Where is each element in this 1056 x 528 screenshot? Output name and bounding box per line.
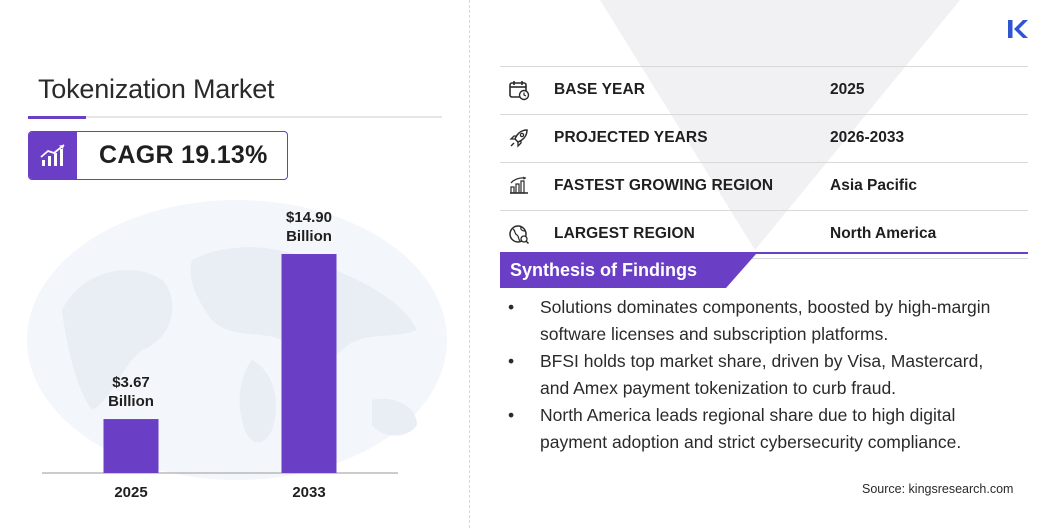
x-tick-label: 2033	[292, 484, 325, 501]
rocket-icon	[509, 129, 528, 148]
title-underline-accent	[28, 116, 86, 119]
growth-chart-icon	[29, 132, 77, 179]
row-value: Asia Pacific	[830, 177, 918, 194]
findings-list: • Solutions dominates components, boosted…	[506, 294, 1016, 456]
table-row-largest-region: LARGEST REGION North America	[500, 211, 1028, 259]
background-triangle	[600, 0, 960, 250]
bar-value-label: $14.90	[286, 209, 332, 226]
list-item: • Solutions dominates components, boosted…	[506, 294, 1016, 348]
cagr-value: CAGR 19.13%	[99, 141, 268, 169]
cagr-badge: CAGR 19.13%	[28, 131, 288, 180]
bar-chart: $3.67 Billion 2025 $14.90 Billion 2033	[42, 209, 398, 501]
x-tick-label: 2025	[114, 484, 147, 501]
finding-text: North America leads regional share due t…	[540, 405, 962, 452]
row-label: PROJECTED YEARS	[554, 129, 708, 146]
globe-icon	[509, 225, 530, 245]
title-underline	[28, 116, 442, 118]
bar-2025	[103, 419, 159, 473]
bar-value-label: $3.67	[112, 374, 150, 391]
calendar-icon	[509, 81, 530, 101]
table-row-fastest-growing-region: FASTEST GROWING REGION Asia Pacific	[500, 163, 1028, 211]
bar-2033	[281, 254, 337, 473]
finding-text: Solutions dominates components, boosted …	[540, 297, 991, 344]
row-label: LARGEST REGION	[554, 225, 695, 242]
bullet-icon: •	[508, 405, 515, 425]
region-growth-icon	[510, 176, 528, 194]
row-value: 2025	[830, 81, 865, 98]
row-label: FASTEST GROWING REGION	[554, 177, 774, 194]
table-row-projected-years: PROJECTED YEARS 2026-2033	[500, 115, 1028, 163]
bullet-icon: •	[508, 351, 515, 371]
world-map-background	[27, 200, 447, 480]
synthesis-rule	[500, 252, 1028, 254]
panel-divider	[469, 0, 470, 528]
row-label: BASE YEAR	[554, 81, 646, 98]
synthesis-header-bg	[500, 254, 756, 288]
finding-text: BFSI holds top market share, driven by V…	[540, 351, 984, 398]
row-value: North America	[830, 225, 937, 242]
bullet-icon: •	[508, 297, 515, 317]
page-title: Tokenization Market	[38, 74, 275, 104]
kings-research-logo	[1008, 20, 1028, 38]
synthesis-title: Synthesis of Findings	[510, 260, 698, 280]
row-value: 2026-2033	[830, 129, 905, 146]
list-item: • BFSI holds top market share, driven by …	[506, 348, 1016, 402]
bar-value-label: Billion	[286, 228, 332, 245]
table-top-rule	[500, 66, 1028, 67]
table-row-base-year: BASE YEAR 2025	[500, 67, 1028, 115]
list-item: • North America leads regional share due …	[506, 402, 1016, 456]
bar-value-label: Billion	[108, 393, 154, 410]
source-credit: Source: kingsresearch.com	[862, 482, 1014, 496]
